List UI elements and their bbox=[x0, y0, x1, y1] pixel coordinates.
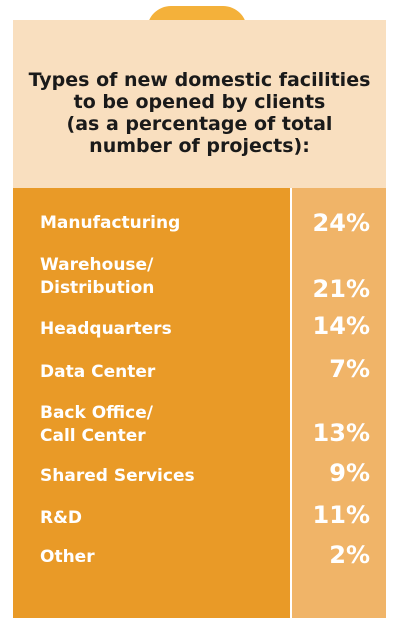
column-divider bbox=[290, 188, 292, 618]
category-label: Manufacturing bbox=[40, 213, 181, 233]
category-label: Shared Services bbox=[40, 466, 195, 486]
value-label: 11% bbox=[312, 501, 370, 529]
category-label: Warehouse/ Distribution bbox=[40, 255, 155, 298]
value-column bbox=[292, 188, 386, 618]
value-label: 2% bbox=[329, 541, 370, 569]
category-label: Back Office/ Call Center bbox=[40, 403, 153, 446]
data-table: Manufacturing 24% Warehouse/ Distributio… bbox=[13, 188, 386, 618]
value-label: 13% bbox=[312, 419, 370, 447]
category-label: R&D bbox=[40, 508, 83, 528]
category-label: Data Center bbox=[40, 362, 156, 382]
category-label: Other bbox=[40, 547, 95, 567]
chart-header: Types of new domestic facilities to be o… bbox=[13, 20, 386, 188]
category-label: Headquarters bbox=[40, 319, 172, 339]
value-label: 24% bbox=[312, 209, 370, 237]
chart-title: Types of new domestic facilities to be o… bbox=[28, 69, 371, 157]
value-label: 14% bbox=[312, 312, 370, 340]
value-label: 21% bbox=[312, 275, 370, 303]
value-label: 9% bbox=[329, 459, 370, 487]
value-label: 7% bbox=[329, 355, 370, 383]
